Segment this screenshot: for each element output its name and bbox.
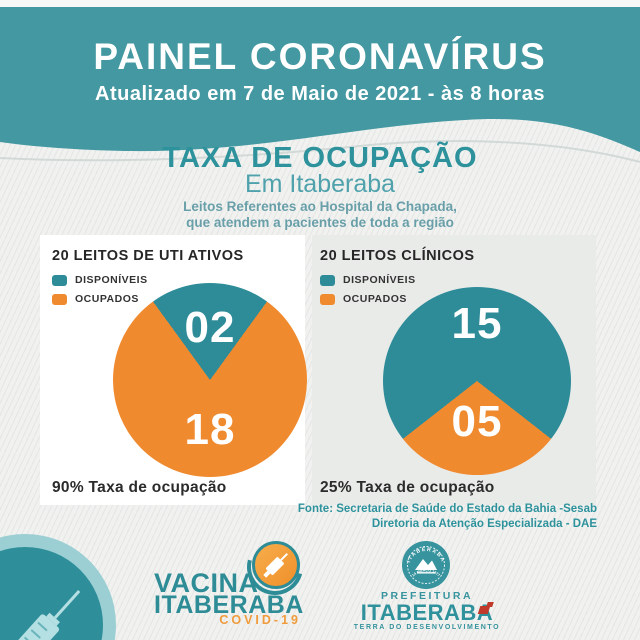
disponiveis-color-swatch — [320, 274, 335, 286]
header-wave-band — [0, 0, 640, 163]
clinical-available-value: 15 — [451, 299, 503, 348]
prefeitura-name: ITABERABA — [360, 600, 494, 625]
syringe-badge-inner — [0, 547, 103, 640]
ocupados-color-swatch — [52, 293, 67, 305]
section-title: TAXA DE OCUPAÇÃO — [162, 142, 478, 174]
clinical-legend: DISPONÍVEIS OCUPADOS — [320, 274, 416, 312]
vacina-logo-line3: COVID-19 — [219, 613, 301, 627]
header-band-shape — [0, 7, 640, 152]
section-note-line2: que atendem a pacientes de toda a região — [186, 215, 454, 230]
vacina-logo-circle — [252, 541, 300, 589]
legend-label: DISPONÍVEIS — [343, 274, 416, 286]
vacina-logo-line1: VACINA — [154, 568, 259, 598]
vacina-logo-line2: ITABERABA — [154, 591, 304, 619]
uti-available-value: 02 — [184, 303, 236, 352]
uti-occupied-value: 18 — [184, 405, 236, 454]
prefeitura-tagline: TERRA DO DESENVOLVIMENTO — [353, 624, 501, 631]
clinical-pie-chart: 15 05 — [383, 287, 571, 475]
legend-label: OCUPADOS — [75, 293, 139, 305]
legend-label: DISPONÍVEIS — [75, 274, 148, 286]
uti-beds-card: 20 LEITOS DE UTI ATIVOS DISPONÍVEIS OCUP… — [40, 235, 307, 505]
updated-at-text: Atualizado em 7 de Maio de 2021 - às 8 h… — [95, 83, 545, 105]
syringe-icon — [0, 583, 88, 640]
disponiveis-color-swatch — [52, 274, 67, 286]
source-line2: Diretoria da Atenção Especializada - DAE — [371, 517, 597, 530]
page-title: PAINEL CORONAVÍRUS — [93, 36, 547, 77]
section-subtitle: Em Itaberaba — [244, 170, 396, 198]
wave-shadow-line — [0, 140, 640, 163]
uti-card-title: 20 LEITOS DE UTI ATIVOS — [52, 248, 244, 264]
clinical-beds-card: 20 LEITOS CLÍNICOS DISPONÍVEIS OCUPADOS … — [312, 235, 596, 505]
legend-item-ocupados: OCUPADOS — [320, 293, 416, 305]
uti-legend: DISPONÍVEIS OCUPADOS — [52, 274, 148, 312]
prefeitura-label: PREFEITURA — [380, 590, 474, 602]
data-source: Fonte: Secretaria de Saúde do Estado da … — [177, 502, 597, 531]
uti-pie-chart: 02 18 — [113, 283, 307, 477]
legend-label: OCUPADOS — [343, 293, 407, 305]
syringe-badge — [0, 534, 116, 640]
source-line1: Fonte: Secretaria de Saúde do Estado da … — [297, 503, 597, 515]
syringe-icon — [261, 550, 291, 580]
legend-item-disponiveis: DISPONÍVEIS — [320, 274, 416, 286]
legend-item-ocupados: OCUPADOS — [52, 293, 148, 305]
legend-item-disponiveis: DISPONÍVEIS — [52, 274, 148, 286]
section-note-line1: Leitos Referentes ao Hospital da Chapada… — [183, 199, 457, 214]
clinical-card-title: 20 LEITOS CLÍNICOS — [320, 248, 475, 264]
ocupados-color-swatch — [320, 293, 335, 305]
clinical-occupancy-rate: 25% Taxa de ocupação — [320, 479, 495, 496]
clinical-occupied-value: 05 — [451, 397, 503, 446]
prefeitura-seal-icon: ITABERABA 14 MARÇO 1877 — [402, 541, 450, 589]
uti-occupancy-rate: 90% Taxa de ocupação — [52, 479, 227, 496]
